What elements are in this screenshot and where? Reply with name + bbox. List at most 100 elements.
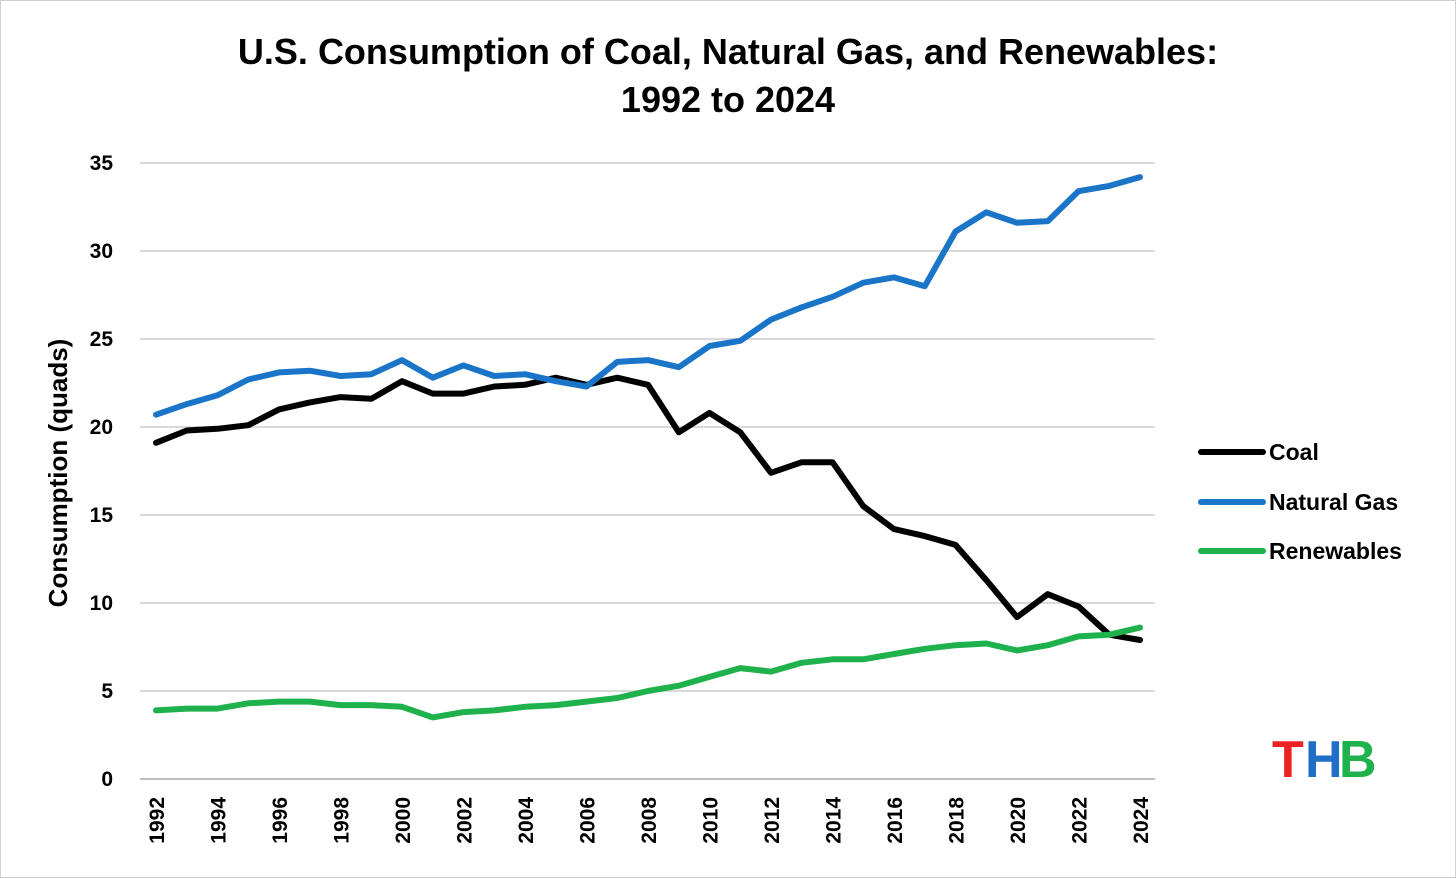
- renewables-point: [186, 708, 188, 710]
- natural-gas-point: [709, 345, 710, 347]
- natural-gas-point: [647, 359, 649, 361]
- legend-label-natural-gas: Natural Gas: [1269, 489, 1398, 515]
- x-tick-label: 1998: [331, 797, 354, 844]
- x-tick-label: 2010: [700, 797, 723, 844]
- coal-point: [432, 393, 434, 395]
- gridlines: [140, 162, 1155, 780]
- coal-point: [401, 380, 403, 382]
- x-tick-label: 2020: [1007, 797, 1030, 844]
- natural-gas-point: [370, 373, 372, 375]
- coal-point: [278, 408, 280, 410]
- renewables-point: [924, 648, 926, 650]
- natural-gas-point: [801, 306, 803, 308]
- coal-point: [247, 424, 249, 426]
- x-tick-label: 2024: [1130, 797, 1153, 844]
- renewables-point: [309, 701, 311, 703]
- renewables-point: [432, 716, 434, 718]
- renewables-point: [217, 708, 218, 710]
- x-tick-label: 1994: [208, 797, 231, 844]
- natural-gas-point: [340, 375, 341, 377]
- coal-point: [678, 431, 680, 433]
- natural-gas-point: [985, 211, 987, 213]
- natural-gas-point: [186, 403, 188, 405]
- y-tick-label: 10: [90, 592, 113, 615]
- logo-letter: B: [1339, 731, 1377, 789]
- natural-gas-point: [893, 276, 895, 278]
- coal-point: [155, 442, 157, 444]
- coal-point: [647, 384, 649, 386]
- y-tick-label: 5: [101, 680, 113, 703]
- coal-point: [924, 535, 926, 537]
- coal-point: [616, 377, 618, 379]
- coal-point: [493, 386, 495, 388]
- natural-gas-point: [678, 366, 680, 368]
- coal-line: [153, 374, 1143, 643]
- y-tick-label: 25: [90, 328, 114, 351]
- x-tick-label: 2004: [515, 797, 538, 844]
- y-tick-label: 30: [90, 240, 113, 263]
- coal-point: [186, 430, 188, 432]
- renewables-point: [463, 711, 464, 713]
- natural-gas-point: [278, 371, 280, 373]
- renewables-point: [893, 653, 895, 655]
- coal-point: [862, 505, 864, 507]
- x-tick-label: 2012: [761, 797, 784, 844]
- natural-gas-point: [1078, 190, 1079, 192]
- renewables-point: [647, 690, 649, 692]
- natural-gas-point: [616, 361, 618, 363]
- coal-point: [1139, 639, 1141, 641]
- coal-point: [555, 377, 557, 379]
- natural-gas-point: [155, 414, 157, 416]
- renewables-point: [709, 676, 710, 678]
- logo-letter: T: [1272, 731, 1304, 789]
- renewables-point: [1108, 634, 1110, 636]
- coal-point: [739, 431, 741, 433]
- natural-gas-point: [493, 375, 495, 377]
- legend-label-renewables: Renewables: [1269, 538, 1402, 564]
- natural-gas-point: [432, 377, 434, 379]
- natural-gas-point: [955, 231, 956, 233]
- thb-logo: T HB: [1272, 731, 1377, 789]
- legend-label-coal: Coal: [1269, 439, 1319, 465]
- x-tick-label: 2014: [823, 797, 846, 844]
- coal-point: [370, 398, 372, 400]
- logo-letter: H: [1305, 731, 1343, 789]
- series-lines: [153, 174, 1143, 721]
- coal-point: [985, 579, 987, 581]
- coal-point: [217, 428, 218, 430]
- x-tick-label: 2018: [946, 797, 969, 844]
- renewables-point: [985, 642, 987, 644]
- natural-gas-point: [1108, 185, 1110, 187]
- renewables-point: [586, 701, 587, 703]
- renewables-point: [770, 671, 772, 673]
- renewables-point: [155, 709, 157, 711]
- coal-point: [1078, 606, 1079, 608]
- y-tick-label: 0: [101, 768, 113, 791]
- renewables-point: [1078, 635, 1079, 637]
- coal-point: [893, 528, 895, 530]
- renewables-point: [955, 644, 956, 646]
- x-tick-label: 2022: [1069, 797, 1092, 844]
- coal-point: [955, 544, 956, 546]
- natural-gas-point: [524, 373, 526, 375]
- renewables-point: [524, 706, 526, 708]
- y-tick-label: 15: [90, 504, 114, 527]
- natural-gas-point: [832, 296, 833, 298]
- coal-point: [309, 401, 311, 403]
- natural-gas-point: [247, 378, 249, 380]
- legend: Coal Natural Gas Renewables: [1198, 439, 1402, 564]
- natural-gas-point: [555, 380, 557, 382]
- natural-gas-point: [217, 394, 218, 396]
- renewables-point: [1139, 627, 1141, 629]
- x-tick-label: 2008: [638, 797, 661, 844]
- renewables-point: [555, 704, 557, 706]
- renewables-point: [370, 704, 372, 706]
- natural-gas-point: [463, 364, 464, 366]
- chart-subtitle: 1992 to 2024: [621, 79, 835, 120]
- y-tick-label: 35: [90, 152, 114, 175]
- renewables-point: [340, 704, 341, 706]
- coal-point: [832, 461, 833, 463]
- natural-gas-point: [586, 386, 587, 388]
